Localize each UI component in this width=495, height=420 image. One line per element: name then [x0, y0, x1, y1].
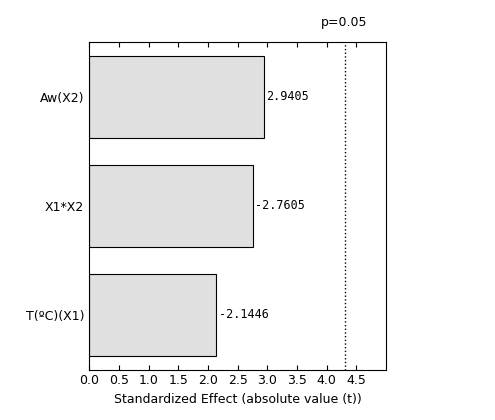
Text: -2.1446: -2.1446 [219, 309, 269, 321]
Bar [89, 55, 264, 137]
Text: -2.7605: -2.7605 [255, 200, 305, 212]
Text: p=0.05: p=0.05 [321, 16, 368, 29]
Bar [89, 165, 253, 247]
Bar [89, 274, 216, 356]
X-axis label: Standardized Effect (absolute value (t)): Standardized Effect (absolute value (t)) [114, 393, 361, 406]
Text: 2.9405: 2.9405 [266, 90, 309, 103]
